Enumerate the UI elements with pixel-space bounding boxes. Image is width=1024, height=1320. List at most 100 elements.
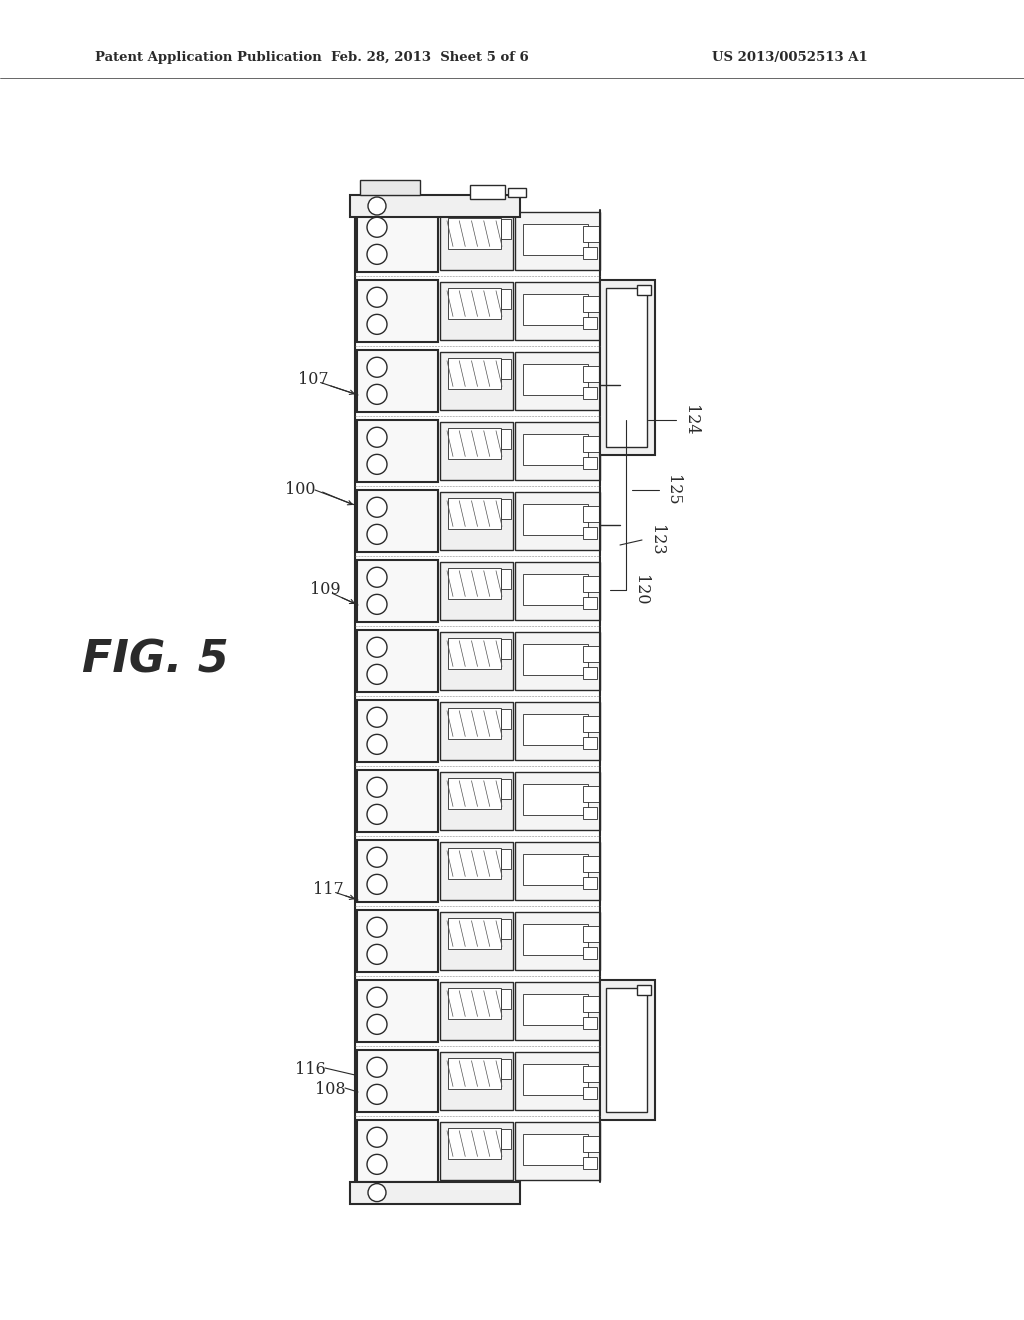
Bar bbox=[583, 577, 599, 593]
Text: Feb. 28, 2013  Sheet 5 of 6: Feb. 28, 2013 Sheet 5 of 6 bbox=[331, 50, 528, 63]
Text: 124: 124 bbox=[682, 405, 698, 436]
Text: FIG. 5: FIG. 5 bbox=[82, 639, 228, 681]
Bar bbox=[523, 1134, 588, 1166]
Bar bbox=[583, 457, 597, 469]
Bar bbox=[515, 1122, 600, 1180]
Text: 116: 116 bbox=[295, 1061, 326, 1078]
Bar bbox=[440, 842, 513, 900]
Bar bbox=[515, 702, 600, 759]
Circle shape bbox=[367, 664, 387, 684]
Bar bbox=[583, 717, 599, 733]
Bar bbox=[583, 1137, 599, 1152]
Bar bbox=[440, 1052, 513, 1110]
Bar bbox=[501, 359, 511, 379]
Bar bbox=[583, 927, 599, 942]
Bar bbox=[440, 352, 513, 409]
Text: 117: 117 bbox=[312, 882, 343, 899]
Circle shape bbox=[367, 987, 387, 1007]
Bar bbox=[357, 770, 438, 832]
Bar bbox=[606, 987, 647, 1111]
Circle shape bbox=[367, 638, 387, 657]
Bar bbox=[515, 1052, 600, 1110]
Bar bbox=[350, 195, 520, 216]
Circle shape bbox=[368, 197, 386, 215]
Circle shape bbox=[367, 524, 387, 544]
Bar bbox=[583, 1156, 597, 1168]
Bar bbox=[583, 297, 599, 313]
Bar bbox=[606, 288, 647, 447]
Bar bbox=[583, 437, 599, 453]
Bar bbox=[583, 247, 597, 259]
Bar bbox=[515, 562, 600, 619]
Circle shape bbox=[367, 454, 387, 474]
Bar bbox=[501, 289, 511, 309]
Bar bbox=[523, 223, 588, 255]
Bar bbox=[360, 180, 420, 195]
Bar bbox=[350, 1181, 520, 1204]
Bar bbox=[440, 562, 513, 619]
Bar bbox=[515, 632, 600, 689]
Bar bbox=[440, 702, 513, 759]
Bar bbox=[501, 919, 511, 939]
Circle shape bbox=[367, 1014, 387, 1035]
Circle shape bbox=[367, 314, 387, 334]
Bar bbox=[583, 387, 597, 399]
Bar bbox=[501, 499, 511, 519]
Circle shape bbox=[368, 1184, 386, 1201]
Bar bbox=[583, 946, 597, 958]
Circle shape bbox=[367, 804, 387, 825]
Bar bbox=[523, 784, 588, 816]
Circle shape bbox=[367, 594, 387, 614]
Circle shape bbox=[367, 944, 387, 965]
Circle shape bbox=[367, 917, 387, 937]
Bar bbox=[501, 429, 511, 449]
Bar bbox=[583, 876, 597, 888]
Circle shape bbox=[367, 428, 387, 447]
Bar bbox=[357, 280, 438, 342]
Text: 108: 108 bbox=[314, 1081, 345, 1098]
Bar bbox=[583, 597, 597, 609]
Bar bbox=[449, 288, 501, 319]
Bar bbox=[440, 912, 513, 970]
Bar bbox=[449, 568, 501, 599]
Bar bbox=[583, 317, 597, 329]
Bar bbox=[515, 772, 600, 829]
Bar bbox=[523, 503, 588, 535]
Bar bbox=[357, 630, 438, 692]
Text: Patent Application Publication: Patent Application Publication bbox=[95, 50, 322, 63]
Bar bbox=[357, 560, 438, 622]
Circle shape bbox=[367, 874, 387, 895]
Bar bbox=[583, 787, 599, 803]
Bar bbox=[523, 293, 588, 325]
Bar bbox=[501, 1129, 511, 1150]
Text: 107: 107 bbox=[298, 371, 329, 388]
Circle shape bbox=[367, 777, 387, 797]
Bar bbox=[501, 709, 511, 729]
Bar bbox=[523, 714, 588, 746]
Bar bbox=[583, 807, 597, 818]
Bar bbox=[523, 854, 588, 886]
Circle shape bbox=[367, 358, 387, 378]
Bar bbox=[449, 218, 501, 249]
Bar bbox=[600, 979, 655, 1119]
Bar bbox=[357, 1049, 438, 1111]
Bar bbox=[583, 1086, 597, 1098]
Bar bbox=[637, 285, 651, 294]
Bar bbox=[515, 282, 600, 339]
Text: 120: 120 bbox=[632, 574, 648, 606]
Bar bbox=[357, 1119, 438, 1181]
Bar bbox=[449, 987, 501, 1019]
Bar bbox=[583, 507, 599, 523]
Bar bbox=[523, 644, 588, 676]
Bar bbox=[508, 187, 526, 197]
Circle shape bbox=[367, 708, 387, 727]
Bar bbox=[449, 498, 501, 529]
Bar bbox=[523, 363, 588, 395]
Bar bbox=[440, 1122, 513, 1180]
Circle shape bbox=[367, 734, 387, 754]
Bar bbox=[501, 219, 511, 239]
Circle shape bbox=[367, 1084, 387, 1105]
Bar bbox=[357, 420, 438, 482]
Text: 123: 123 bbox=[647, 524, 665, 556]
Bar bbox=[449, 358, 501, 389]
